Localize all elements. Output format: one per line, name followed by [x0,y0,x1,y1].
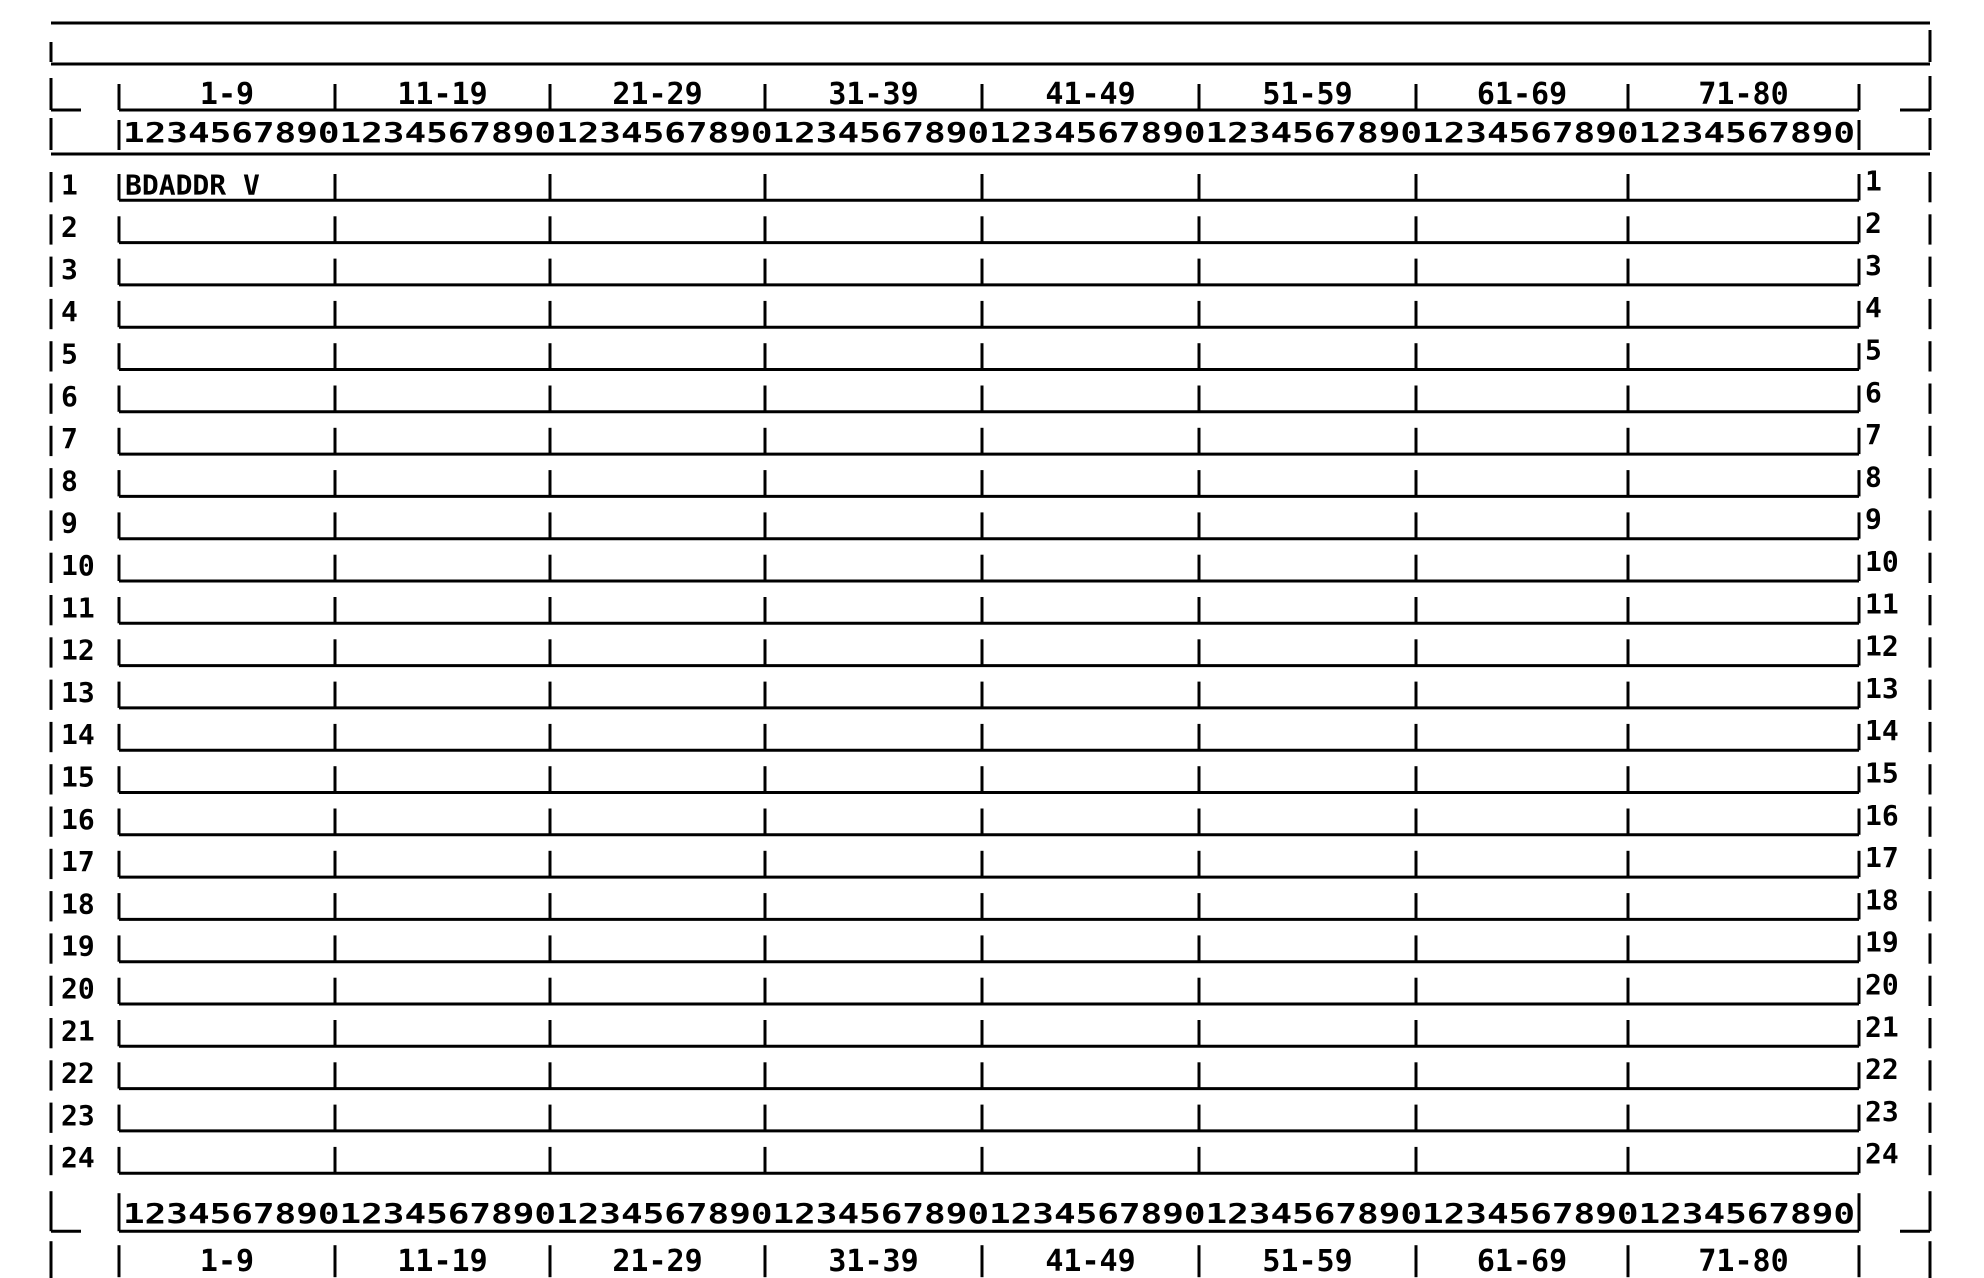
row-number-right: 23 [1865,1095,1899,1128]
row-number-left: 13 [61,676,95,709]
row-number-right: 24 [1865,1137,1899,1170]
grid-lines [49,21,1932,1278]
grid-labels: 1-9 11-19 21-29 31-39 41-49 51-59 61-69 71-8012… [61,77,1899,1278]
row-number-left: 5 [61,338,78,371]
row-number-left: 23 [61,1099,95,1132]
column-group-label-bottom: 11-19 [397,1244,487,1278]
row-number-right: 8 [1865,460,1882,493]
row-number-left: 14 [61,718,95,751]
row-number-left: 9 [61,507,78,540]
row-number-right: 18 [1865,883,1899,916]
row-number-left: 16 [61,803,95,836]
row-number-left: 6 [61,380,78,413]
row-number-right: 1 [1865,164,1882,197]
row-number-left: 15 [61,761,95,794]
row-number-right: 13 [1865,672,1899,705]
column-group-label-bottom: 71-80 [1698,1244,1788,1278]
column-group-label: 11-19 [397,77,487,112]
row-number-right: 2 [1865,207,1882,240]
row-number-left: 17 [61,845,95,878]
column-group-label-bottom: 61-69 [1477,1244,1567,1278]
row-number-left: 20 [61,972,95,1005]
column-group-label-bottom: 21-29 [612,1244,702,1278]
row-number-right: 7 [1865,418,1882,451]
row-number-right: 19 [1865,926,1899,959]
column-group-label: 61-69 [1477,77,1567,112]
column-group-label-bottom: 51-59 [1262,1244,1352,1278]
column-ruler-bottom: 1234567890123456789012345678901234567890… [123,1197,1855,1230]
column-group-label-bottom: 41-49 [1045,1244,1135,1278]
row-number-left: 18 [61,887,95,920]
row-number-right: 14 [1865,714,1899,747]
row-number-left: 19 [61,930,95,963]
row-number-right: 10 [1865,545,1899,578]
row-number-left: 7 [61,422,78,455]
row-number-left: 21 [61,1014,95,1047]
row-number-right: 21 [1865,1010,1899,1043]
row-number-right: 20 [1865,968,1899,1001]
row-number-right: 9 [1865,503,1882,536]
row-number-left: 22 [61,1057,95,1090]
row-number-right: 17 [1865,841,1899,874]
column-group-label: 31-39 [828,77,918,112]
row-number-right: 11 [1865,587,1899,620]
row-number-left: 2 [61,211,78,244]
row-number-left: 4 [61,295,78,328]
row-number-right: 22 [1865,1053,1899,1086]
column-ruler: 1234567890123456789012345678901234567890… [123,116,1855,149]
row-number-right: 15 [1865,757,1899,790]
row-number-right: 4 [1865,291,1882,324]
column-group-label: 1-9 [200,77,254,112]
column-group-label-bottom: 31-39 [828,1244,918,1278]
column-group-label: 21-29 [612,77,702,112]
column-group-label: 51-59 [1262,77,1352,112]
row-number-left: 12 [61,634,95,667]
row-number-left: 1 [61,168,78,201]
row-number-left: 8 [61,464,78,497]
row-number-right: 6 [1865,376,1882,409]
row-number-left: 10 [61,549,95,582]
column-group-label: 71-80 [1698,77,1788,112]
column-group-label-bottom: 1-9 [200,1244,254,1278]
row-number-left: 24 [61,1141,95,1174]
row-number-right: 5 [1865,334,1882,367]
row-number-right: 3 [1865,249,1882,282]
row-number-right: 16 [1865,799,1899,832]
field-label: BDADDR V [125,168,260,201]
column-group-label: 41-49 [1045,77,1135,112]
row-number-left: 11 [61,591,95,624]
row-number-left: 3 [61,253,78,286]
row-number-right: 12 [1865,630,1899,663]
